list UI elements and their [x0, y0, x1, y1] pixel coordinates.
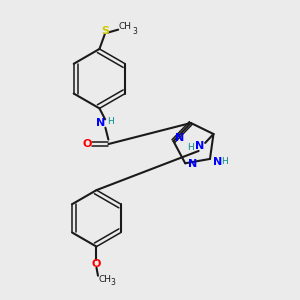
Text: CH: CH: [118, 22, 131, 31]
Text: 3: 3: [110, 278, 115, 287]
Text: H: H: [188, 142, 194, 152]
Text: N: N: [175, 133, 184, 142]
Text: N: N: [195, 141, 204, 151]
Text: H: H: [107, 117, 114, 126]
Text: N: N: [213, 158, 222, 167]
Text: O: O: [92, 259, 101, 269]
Text: O: O: [82, 139, 92, 149]
Text: 3: 3: [132, 27, 137, 36]
Text: CH: CH: [98, 275, 111, 284]
Text: S: S: [101, 26, 110, 36]
Text: H: H: [221, 158, 228, 166]
Text: N: N: [188, 159, 197, 169]
Text: N: N: [96, 118, 105, 128]
